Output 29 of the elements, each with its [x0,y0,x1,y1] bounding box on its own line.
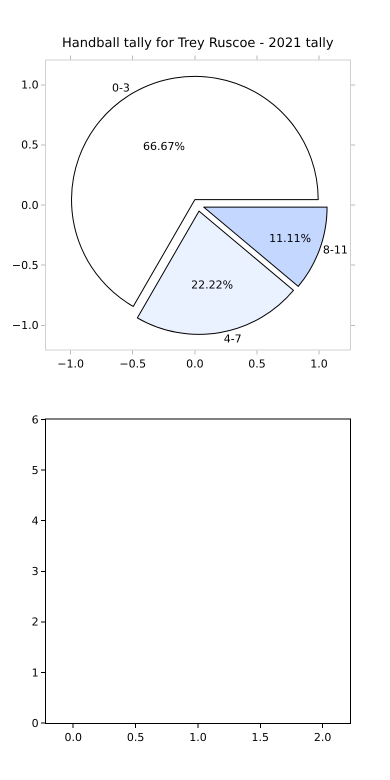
y-tick-label: 0.5 [21,138,39,152]
chart-title: Handball tally for Trey Ruscoe - 2021 tally [62,36,334,51]
x-tick-label: 0.5 [126,731,144,744]
y-tick-label: 0.0 [21,198,39,212]
y-tick-label: 1.0 [21,78,39,92]
y-tick-label: −0.5 [12,258,39,272]
data-label: 11.11% [269,232,312,246]
y-tick-label: 1 [32,666,39,680]
y-tick-label: 4 [32,514,39,528]
x-tick-label: 2.0 [314,731,332,744]
y-tick-label: 2 [32,616,39,629]
x-tick-label: −0.5 [119,358,146,370]
slice-label: 0-3 [112,81,130,94]
x-tick-label: 0.0 [186,358,204,370]
x-tick-label: 1.0 [310,358,328,370]
x-tick-label: 1.0 [189,731,207,744]
y-tick-label: 3 [32,565,39,578]
y-tick-label: 5 [32,464,39,478]
x-tick-label: 0.0 [64,731,82,744]
x-tick-label: 0.5 [248,358,266,370]
x-tick-label: −1.0 [57,358,84,370]
x-tick-label: 1.5 [252,731,270,744]
y-tick-label: 6 [32,413,39,426]
y-tick-label: −1.0 [12,319,39,332]
slice-label: 4-7 [224,332,242,346]
data-label: 66.67% [143,140,186,153]
y-tick-label: 0 [32,716,39,730]
data-label: 22.22% [191,278,234,292]
slice-label: 8-11 [322,244,348,257]
